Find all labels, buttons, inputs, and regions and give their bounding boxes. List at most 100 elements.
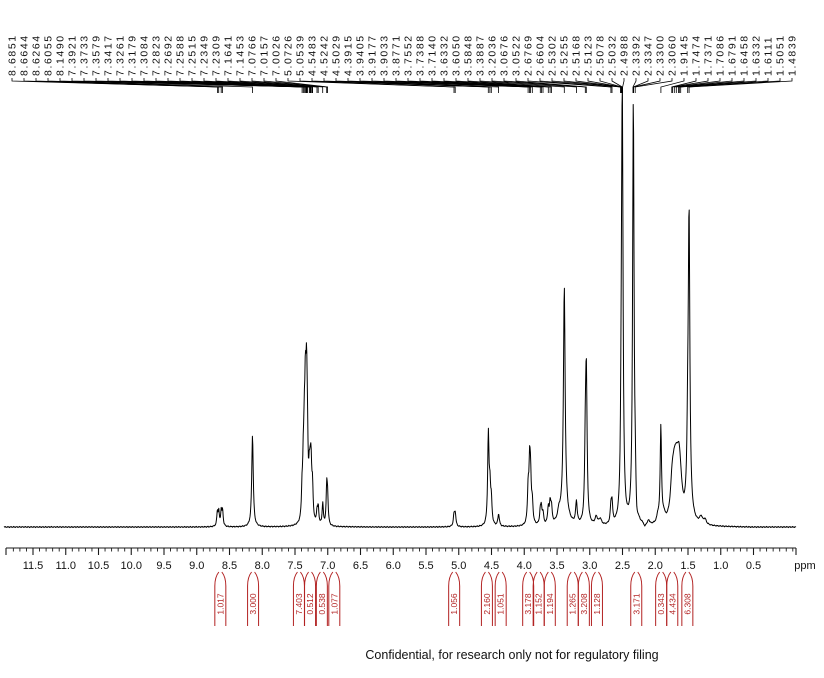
peak-shift-label: 3.7388: [415, 34, 427, 76]
integral-bracket-left: [247, 571, 252, 626]
peak-shift-label: 2.5255: [559, 34, 571, 76]
peak-shift-label: 1.7371: [703, 34, 715, 76]
integral-bracket-right: [501, 571, 507, 626]
peak-shift-label: 7.2588: [175, 34, 187, 76]
integration-marker: 3.178: [522, 571, 535, 626]
peak-label-leader-line: [299, 78, 456, 93]
peak-label-leader-line: [347, 78, 499, 93]
integration-marker: 7.403: [292, 571, 305, 626]
peak-shift-label: 2.3392: [631, 34, 643, 76]
peak-shift-label: 1.9145: [679, 34, 691, 76]
peak-shift-label: 1.6791: [727, 34, 739, 76]
integration-value: 1.152: [534, 593, 544, 615]
integration-marker: 2.160: [480, 571, 493, 626]
peak-shift-label: 7.1641: [223, 34, 235, 76]
peak-label-leader-line: [215, 78, 313, 93]
integral-bracket-left: [666, 571, 672, 626]
peak-label-leader-line: [491, 78, 577, 93]
peak-label-leader-line: [527, 78, 612, 93]
integration-value: 2.160: [482, 593, 492, 615]
peak-shift-label: 5.0539: [295, 34, 307, 76]
peak-label-leader-line: [673, 78, 721, 93]
integration-value: 1.017: [215, 593, 225, 615]
axis-tick-label: 6.5: [353, 560, 368, 572]
axis-tick-label: 1.0: [713, 560, 728, 572]
peak-shift-label: 1.7086: [715, 34, 727, 76]
peak-shift-label: 7.1453: [235, 34, 247, 76]
integral-bracket-left: [214, 571, 220, 626]
peak-label-leader-line: [239, 78, 319, 93]
peak-label-leader-line: [455, 78, 551, 93]
axis-unit-label: ppm: [794, 560, 815, 572]
peak-shift-label: 8.6264: [31, 34, 43, 76]
peak-label-leader-line: [672, 78, 709, 93]
integral-bracket-left: [292, 571, 298, 626]
integration-value: 3.000: [248, 593, 258, 615]
integral-bracket-left: [630, 571, 636, 626]
axis-tick-label: 5.0: [451, 560, 466, 572]
integration-marker: 1.056: [448, 571, 461, 626]
peak-label-leader-line: [443, 78, 549, 93]
peak-shift-label: 2.5168: [571, 34, 583, 76]
peak-shift-label: 2.5078: [595, 34, 607, 76]
axis-tick-label: 4.5: [484, 560, 499, 572]
integration-marker: 0.538: [315, 571, 328, 626]
integral-bracket-left: [577, 571, 583, 626]
integral-bracket-right: [254, 571, 260, 626]
integral-bracket-right: [688, 571, 694, 626]
axis-tick-label: 11.0: [55, 560, 76, 572]
peak-shift-label: 8.6851: [7, 34, 19, 76]
peak-shift-label: 7.2309: [211, 34, 223, 76]
integral-bracket-right: [221, 571, 227, 626]
integration-value: 3.208: [579, 593, 589, 615]
axis-tick-label: 7.5: [287, 560, 302, 572]
peak-shift-label: 3.6332: [439, 34, 451, 76]
integration-value: 1.051: [496, 593, 506, 615]
axis-tick-label: 2.5: [615, 560, 630, 572]
integral-bracket-left: [655, 571, 661, 626]
integral-bracket-left: [315, 571, 321, 626]
peak-shift-label: 1.6458: [739, 34, 751, 76]
integration-marker: 0.343: [655, 571, 668, 626]
integration-marker: 6.308: [681, 571, 694, 626]
peak-shift-label: 2.6604: [535, 34, 547, 76]
integration-value: 1.194: [545, 593, 555, 615]
peak-shift-label: 3.7552: [403, 34, 415, 76]
peak-shift-label: 3.9405: [355, 34, 367, 76]
peak-shift-label: 7.2823: [151, 34, 163, 76]
peak-shift-label: 1.4839: [787, 34, 799, 76]
peak-shift-label: 7.0026: [271, 34, 283, 76]
peak-label-leader-line: [431, 78, 544, 93]
axis-tick-label: 6.0: [386, 560, 401, 572]
peak-label-leader-line: [675, 78, 733, 93]
peak-label-leader-line: [563, 78, 622, 93]
integration-marker: 1.017: [214, 571, 227, 626]
confidential-footer: Confidential, for research only not for …: [365, 648, 659, 662]
peak-shift-label: 2.4988: [619, 34, 631, 76]
peak-label-leader-line: [251, 78, 324, 93]
peak-shift-label: 7.3084: [139, 34, 151, 76]
peak-shift-label: 2.5032: [607, 34, 619, 76]
axis-tick-label: 4.0: [517, 560, 532, 572]
integration-marker: 1.194: [543, 571, 556, 626]
axis-tick-label: 10.5: [88, 560, 109, 572]
integration-markers: 1.017 3.000 7.403 0.512 0.538 1.077 1.056 2.160…: [214, 571, 694, 626]
peak-shift-label: 2.6769: [523, 34, 535, 76]
peak-label-leader-line: [503, 78, 586, 93]
integration-marker: 1.265: [566, 571, 579, 626]
integral-bracket-left: [566, 571, 572, 626]
peak-shift-label: 7.0157: [259, 34, 271, 76]
peak-shift-label: 8.6644: [19, 34, 31, 76]
peak-shift-label: 3.3887: [475, 34, 487, 76]
peak-label-leader-line: [678, 78, 745, 93]
integration-value: 1.128: [592, 593, 602, 615]
integral-bracket-left: [532, 571, 538, 626]
integration-marker: 1.077: [328, 571, 341, 626]
integral-bracket-right: [488, 571, 493, 626]
integration-value: 1.265: [568, 593, 578, 615]
integral-bracket-right: [322, 571, 328, 626]
peak-label-leader-line: [539, 78, 613, 93]
integral-bracket-left: [494, 571, 500, 626]
integral-bracket-right: [335, 571, 341, 626]
